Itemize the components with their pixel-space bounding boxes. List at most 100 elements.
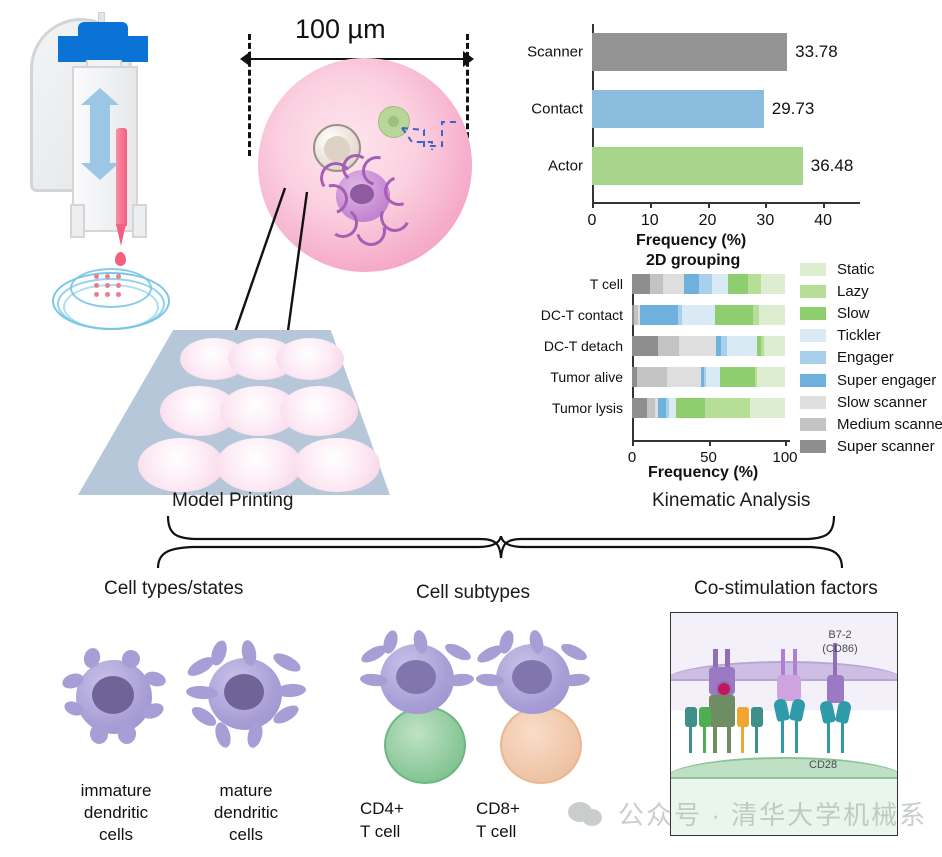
x-tick-label: 100 xyxy=(772,449,798,466)
printed-model-array xyxy=(78,330,390,495)
segment-lazy xyxy=(748,274,761,294)
segment-engager xyxy=(703,367,707,387)
2d-grouping-chart: 2D grouping T cell DC-T contact DC-T detac… xyxy=(528,252,942,488)
segment-slow-scanner xyxy=(667,367,701,387)
bar-value-label: 33.78 xyxy=(795,42,838,62)
x-tick-label: 10 xyxy=(640,212,659,229)
chart2-x-axis-title: Frequency (%) xyxy=(648,464,759,481)
x-tick-label: 50 xyxy=(700,449,717,466)
stacked-bar-tumor-lysis: Tumor lysis xyxy=(552,398,785,418)
cd28-label: CD28 xyxy=(809,759,838,771)
legend-swatch xyxy=(800,284,826,298)
legend-label: Medium scanner xyxy=(837,415,942,433)
immature-dendritic-cell-icon xyxy=(60,646,170,756)
cd4-caption: CD4+ T cell xyxy=(360,799,404,841)
legend-label: Static xyxy=(837,260,875,278)
segment-lazy xyxy=(755,367,758,387)
segment-medium-scanner xyxy=(634,305,639,325)
immature-dc-caption: immature dendritic cells xyxy=(80,781,152,845)
legend-swatch xyxy=(800,262,826,276)
segment-slow-scanner xyxy=(662,274,684,294)
legend-item-engager[interactable]: Engager xyxy=(800,347,942,369)
bar-scanner: Scanner 33.78 xyxy=(527,33,838,72)
x-tick xyxy=(708,440,711,446)
tumor-cell-icon xyxy=(313,124,361,172)
segment-static xyxy=(758,305,785,325)
bioprinter-icon xyxy=(12,6,162,256)
segment-medium-scanner xyxy=(647,398,655,418)
legend-item-slow[interactable]: Slow xyxy=(800,302,942,324)
scale-bar-label: 100 µm xyxy=(295,14,386,44)
hydrogel-droplet-closeup xyxy=(258,58,472,272)
legend-label: Super scanner xyxy=(837,438,935,456)
legend-swatch xyxy=(800,395,826,409)
cd8-pair-icon xyxy=(474,628,602,790)
cell-subtypes-label: Cell subtypes xyxy=(416,582,531,603)
segment-tickler xyxy=(706,367,720,387)
legend-item-lazy[interactable]: Lazy xyxy=(800,280,942,302)
x-tick-label: 40 xyxy=(814,212,833,229)
dendritic-cell-icon xyxy=(336,170,390,222)
legend-item-static[interactable]: Static xyxy=(800,258,942,280)
migration-track-icon xyxy=(401,121,460,150)
stacked-bar-t-cell: T cell xyxy=(590,274,785,294)
segment-medium-scanner xyxy=(650,274,663,294)
bar-contact: Contact 29.73 xyxy=(531,90,814,128)
bar-actor: Actor 36.48 xyxy=(548,146,853,185)
segment-slow xyxy=(728,274,749,294)
legend-swatch xyxy=(800,440,826,454)
brace-connector xyxy=(166,515,836,559)
stacked-bar-tumor-alive: Tumor alive xyxy=(550,367,785,387)
stacked-category-label: DC-T contact xyxy=(540,307,623,323)
legend-label: Tickler xyxy=(837,327,881,345)
segment-slow-scanner xyxy=(679,336,717,356)
legend-swatch xyxy=(800,417,826,431)
legend-item-slow-scanner[interactable]: Slow scanner xyxy=(800,391,942,413)
legend-item-tickler[interactable]: Tickler xyxy=(800,325,942,347)
legend-label: Super engager xyxy=(837,371,937,389)
chart2-title: 2D grouping xyxy=(646,252,741,269)
legend-item-super-scanner[interactable]: Super scanner xyxy=(800,436,942,458)
segment-static xyxy=(760,274,785,294)
x-tick xyxy=(592,202,594,208)
segment-static xyxy=(757,367,785,387)
x-tick xyxy=(785,440,787,446)
legend-swatch xyxy=(800,306,826,320)
segment-lazy xyxy=(760,336,764,356)
segment-super-scanner xyxy=(632,367,638,387)
segment-lazy xyxy=(752,305,759,325)
bar-value-label: 36.48 xyxy=(810,155,854,175)
segment-tickler xyxy=(668,398,677,418)
cd8-caption: CD8+ T cell xyxy=(476,799,520,841)
ink-droplet-icon xyxy=(115,252,126,266)
segment-medium-scanner xyxy=(658,336,680,356)
segment-slow xyxy=(757,336,761,356)
segment-tickler xyxy=(711,274,729,294)
vertical-arrow-icon xyxy=(81,88,119,180)
costimulation-label: Co-stimulation factors xyxy=(694,578,878,599)
segment-medium-scanner xyxy=(637,367,668,387)
segment-engager xyxy=(665,398,669,418)
bar-category-label: Contact xyxy=(531,100,583,118)
segment-lazy xyxy=(705,398,750,418)
segment-super-engager xyxy=(684,274,700,294)
wechat-icon xyxy=(568,800,608,828)
bar-value-label: 29.73 xyxy=(771,99,815,118)
costimulation-synapse-panel: B7-2 (CD86) CD28 xyxy=(670,612,898,836)
legend-label: Slow scanner xyxy=(837,393,928,411)
brace-lower xyxy=(156,536,844,569)
segment-super-scanner xyxy=(632,305,635,325)
scale-guide-right xyxy=(466,34,469,156)
b7-2-label: B7-2 (CD86) xyxy=(822,629,858,655)
mature-dendritic-cell-icon xyxy=(184,638,307,760)
x-tick xyxy=(707,202,710,208)
legend-label: Lazy xyxy=(837,282,869,300)
chart2-legend: Static Lazy Slow Tickler Engager Super engage… xyxy=(800,258,942,458)
bar-category-label: Actor xyxy=(547,157,583,175)
legend-item-super-engager[interactable]: Super engager xyxy=(800,369,942,391)
legend-item-medium-scanner[interactable]: Medium scanner xyxy=(800,413,942,435)
legend-swatch xyxy=(800,373,826,387)
kinematic-analysis-label: Kinematic Analysis xyxy=(652,490,811,511)
stacked-category-label: T cell xyxy=(589,276,623,292)
t-cell-icon xyxy=(378,106,410,138)
